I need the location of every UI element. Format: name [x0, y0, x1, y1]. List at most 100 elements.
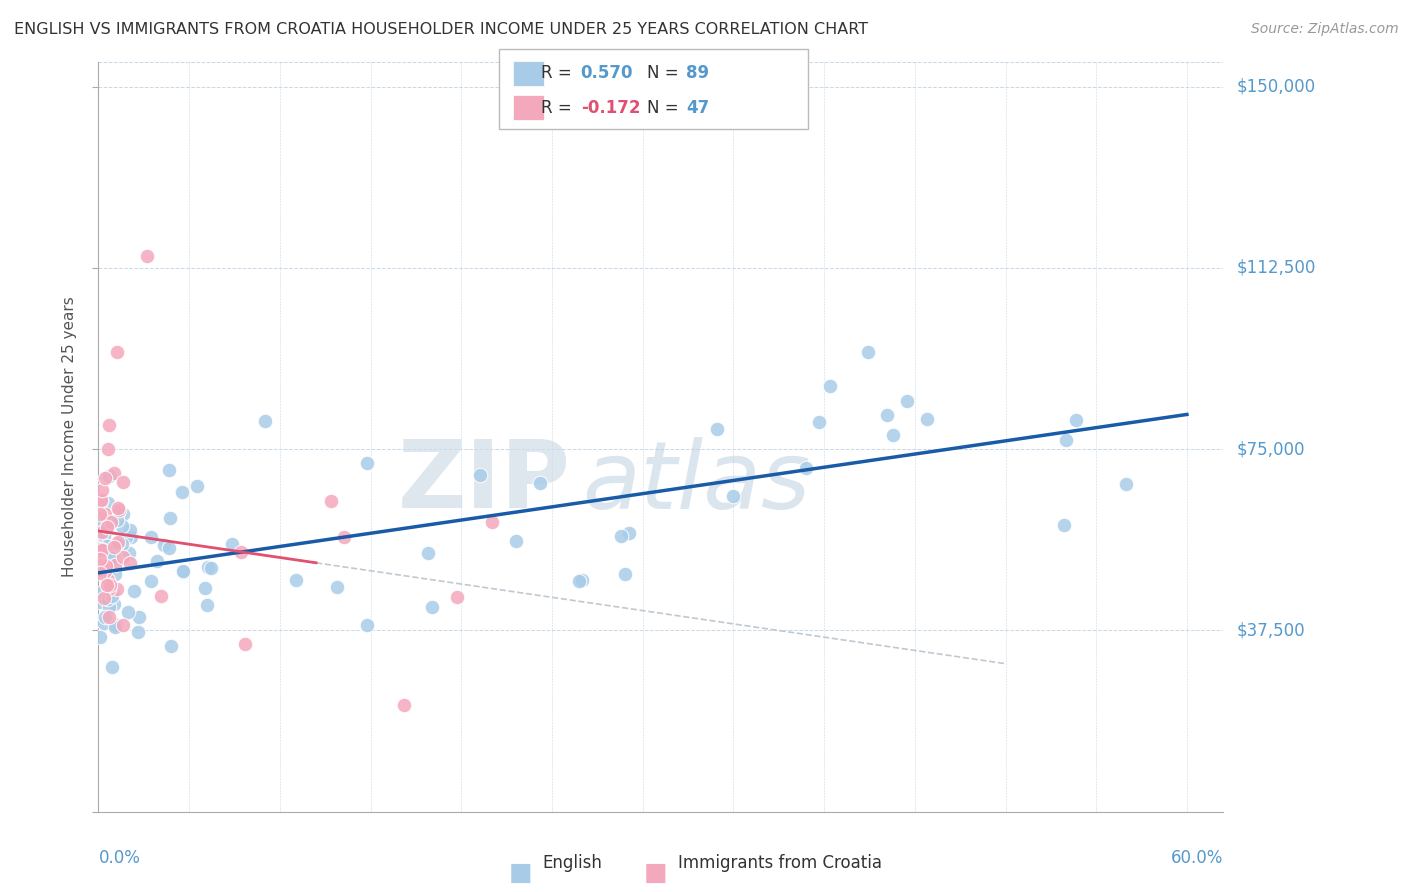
Point: [120, 523, 142, 537]
Point: [107, 505, 129, 519]
Point: [89, 595, 111, 609]
Point: [111, 549, 134, 564]
Text: Source: ZipAtlas.com: Source: ZipAtlas.com: [1251, 22, 1399, 37]
Point: [609, 528, 631, 542]
Text: ■: ■: [509, 861, 531, 885]
Point: [108, 503, 131, 517]
Point: [392, 698, 415, 713]
Point: [195, 598, 218, 612]
Point: [90, 542, 112, 557]
Point: [139, 574, 162, 589]
Point: [93, 529, 115, 543]
Point: [186, 478, 208, 492]
Point: [97, 573, 120, 587]
Text: ZIP: ZIP: [398, 436, 571, 528]
Point: [420, 600, 443, 615]
Point: [157, 463, 180, 477]
Point: [170, 484, 193, 499]
Point: [89, 566, 111, 580]
Point: [468, 467, 491, 482]
Point: [89, 630, 111, 644]
Point: [1053, 518, 1076, 533]
Point: [446, 591, 468, 605]
Point: [145, 554, 167, 568]
Point: [706, 422, 728, 436]
Point: [98, 582, 121, 597]
Text: $37,500: $37,500: [1237, 622, 1306, 640]
Point: [481, 515, 503, 529]
Point: [101, 589, 124, 603]
Point: [152, 538, 174, 552]
Text: 0.0%: 0.0%: [98, 849, 141, 867]
Point: [100, 516, 122, 530]
Point: [568, 574, 591, 589]
Text: $150,000: $150,000: [1237, 78, 1316, 95]
Point: [103, 467, 125, 481]
Point: [808, 415, 831, 429]
Point: [103, 540, 125, 554]
Point: [159, 510, 181, 524]
Point: [100, 551, 122, 566]
Point: [91, 558, 114, 572]
Point: [94, 609, 117, 624]
Point: [98, 417, 121, 432]
Point: [505, 534, 527, 549]
Point: [97, 591, 120, 606]
Point: [105, 345, 128, 359]
Point: [136, 249, 159, 263]
Text: -0.172: -0.172: [581, 99, 640, 117]
Point: [794, 460, 817, 475]
Point: [149, 589, 172, 603]
Point: [818, 379, 841, 393]
Point: [172, 564, 194, 578]
Point: [90, 494, 112, 508]
Point: [1064, 413, 1087, 427]
Point: [896, 393, 918, 408]
Text: $112,500: $112,500: [1237, 259, 1316, 277]
Point: [97, 496, 120, 510]
Point: [326, 580, 349, 594]
Point: [356, 618, 378, 632]
Point: [194, 582, 217, 596]
Point: [100, 580, 122, 594]
Point: [118, 556, 141, 570]
Point: [613, 567, 636, 582]
Point: [90, 541, 112, 556]
Point: [105, 582, 128, 597]
Point: [103, 597, 125, 611]
Point: [157, 541, 180, 555]
Point: [115, 530, 138, 544]
Point: [122, 583, 145, 598]
Text: $75,000: $75,000: [1237, 440, 1306, 458]
Point: [107, 501, 129, 516]
Point: [93, 591, 115, 605]
Point: [89, 512, 111, 526]
Y-axis label: Householder Income Under 25 years: Householder Income Under 25 years: [62, 297, 77, 577]
Point: [91, 483, 114, 497]
Point: [104, 558, 127, 573]
Point: [94, 565, 117, 579]
Point: [112, 507, 135, 521]
Point: [103, 620, 125, 634]
Point: [89, 507, 111, 521]
Point: [111, 537, 134, 551]
Point: [101, 586, 124, 600]
Text: English: English: [543, 855, 603, 872]
Point: [117, 546, 139, 560]
Point: [127, 624, 149, 639]
Point: [117, 605, 139, 619]
Point: [104, 618, 127, 632]
Text: ENGLISH VS IMMIGRANTS FROM CROATIA HOUSEHOLDER INCOME UNDER 25 YEARS CORRELATION: ENGLISH VS IMMIGRANTS FROM CROATIA HOUSE…: [14, 22, 868, 37]
Text: R =: R =: [541, 99, 578, 117]
Text: Immigrants from Croatia: Immigrants from Croatia: [678, 855, 882, 872]
Point: [721, 489, 744, 503]
Point: [139, 530, 162, 544]
Point: [111, 475, 134, 489]
Point: [98, 578, 121, 592]
Point: [231, 545, 253, 559]
Point: [617, 525, 640, 540]
Point: [89, 541, 111, 555]
Point: [101, 543, 124, 558]
Text: 0.570: 0.570: [581, 64, 633, 82]
Point: [107, 535, 129, 549]
